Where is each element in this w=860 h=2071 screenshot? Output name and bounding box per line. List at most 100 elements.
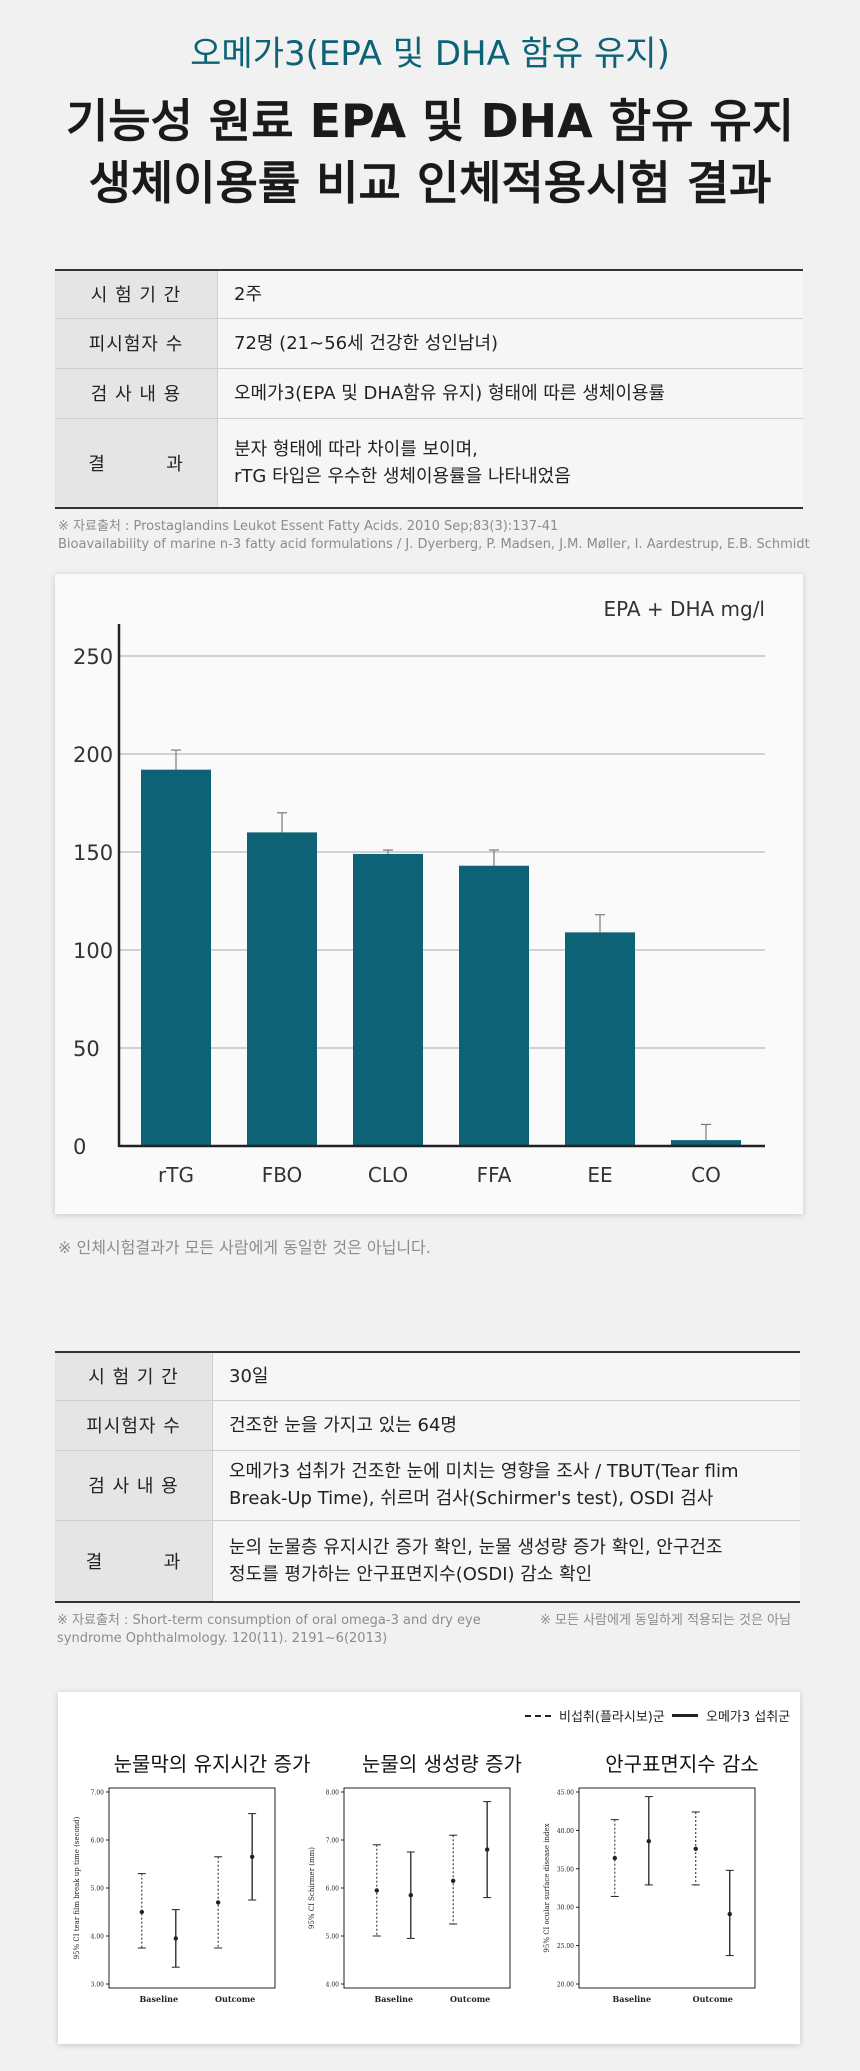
bar-EE: [565, 932, 635, 1146]
table-row: 피시험자 수 건조한 눈을 가지고 있는 64명: [55, 1399, 800, 1450]
x-tick-label: CO: [691, 1163, 721, 1187]
y-tick-label: 45.00: [557, 1790, 574, 1797]
bar-CLO: [353, 853, 423, 1146]
y-tick-label: 6.00: [91, 1838, 105, 1845]
study2-note: ※ 모든 사람에게 동일하게 적용되는 것은 아님: [540, 1613, 791, 1628]
row-value: 72명 (21~56세 건강한 성인남녀): [217, 317, 803, 368]
y-axis-label: 95% CI ocular surface disease index: [543, 1823, 551, 1952]
study2-info-table: 시 험 기 간 30일 피시험자 수 건조한 눈을 가지고 있는 64명 검 사…: [55, 1351, 800, 1603]
bar-CO: [671, 1140, 741, 1146]
x-tick-label: EE: [587, 1163, 612, 1187]
table-row: 결 과 눈의 눈물층 유지시간 증가 확인, 눈물 생성량 증가 확인, 안구건…: [55, 1519, 800, 1602]
y-axis-label: 95% CI Schirmer (mm): [308, 1847, 316, 1929]
bar-chart: EPA + DHA mg/l 0 50 100 150 200 250 rTG FBO CLO FF…: [73, 597, 765, 1187]
y-tick-label: 100: [73, 939, 113, 963]
row-value-line-1: 눈의 눈물층 유지시간 증가 확인, 눈물 생성량 증가 확인, 안구건조: [229, 1536, 723, 1558]
bar-rTG: [141, 769, 211, 1146]
mean-point: [249, 1854, 255, 1859]
legend-label: 비섭취(플라시보)군: [559, 1710, 665, 1725]
solid-line-icon: [672, 1714, 698, 1717]
mean-point: [139, 1909, 144, 1915]
row-label: 피시험자 수: [55, 1399, 213, 1450]
x-tick-label: Baseline: [613, 1994, 652, 2004]
y-tick-label: 4.00: [91, 1934, 105, 1941]
title-line-2: 생체이용률 비교 인체적용시험 결과: [88, 156, 772, 210]
source-line-1: ※ 자료출처 : Prostaglandins Leukot Essent Fa…: [58, 519, 559, 534]
y-tick-label: 7.00: [326, 1838, 340, 1845]
x-tick-label: Outcome: [450, 1994, 490, 2004]
plot-frame: [108, 1787, 276, 1989]
mean-point: [727, 1911, 732, 1917]
mean-point: [408, 1893, 413, 1898]
study2-source: ※ 자료출처 : Short-term consumption of oral …: [57, 1612, 481, 1648]
row-label: 시 험 기 간: [55, 270, 218, 318]
x-tick-label: Baseline: [375, 1994, 414, 2004]
study1-source: ※ 자료출처 : Prostaglandins Leukot Essent Fa…: [58, 518, 810, 554]
eye-charts-card: [58, 1692, 800, 2044]
mini-chart-title-2: 눈물의 생성량 증가: [362, 1752, 522, 1776]
x-tick-label: Outcome: [693, 1994, 733, 2004]
row-value-line-1: 분자 형태에 따라 차이를 보이며,: [234, 438, 478, 460]
x-tick-label: FFA: [477, 1163, 512, 1187]
row-label: 결 과: [55, 417, 218, 508]
y-tick-label: 50: [73, 1037, 100, 1061]
table-row: 결 과 분자 형태에 따라 차이를 보이며, rTG 타입은 우수한 생체이용률…: [55, 417, 803, 508]
row-label: 시 험 기 간: [55, 1352, 213, 1400]
mean-point: [484, 1847, 490, 1852]
mean-point: [612, 1855, 617, 1861]
legend-label: 오메가3 섭취군: [706, 1710, 791, 1725]
table-row: 시 험 기 간 2주: [55, 270, 803, 318]
source-line-2: syndrome Ophthalmology. 120(11). 2191~6(…: [57, 1631, 388, 1646]
y-tick-label: 40.00: [557, 1828, 574, 1835]
y-axis-label: EPA + DHA mg/l: [603, 597, 765, 621]
x-tick-label: Baseline: [140, 1994, 179, 2004]
plot-frame: [343, 1787, 511, 1989]
legend-placebo: 비섭취(플라시보)군: [525, 1706, 665, 1725]
source-line-1: ※ 자료출처 : Short-term consumption of oral …: [57, 1613, 481, 1628]
x-tick-label: Outcome: [215, 1994, 255, 2004]
row-value: 2주: [217, 270, 803, 318]
row-value: 분자 형태에 따라 차이를 보이며, rTG 타입은 우수한 생체이용률을 나타…: [217, 417, 803, 508]
row-value-line-2: rTG 타입은 우수한 생체이용률을 나타내었음: [234, 465, 571, 487]
y-tick-label: 8.00: [326, 1790, 340, 1797]
table-row: 검 사 내 용 오메가3(EPA 및 DHA함유 유지) 형태에 따른 생체이용…: [55, 367, 803, 418]
row-value-line-1: 오메가3 섭취가 건조한 눈에 미치는 영향을 조사 / TBUT(Tear f…: [229, 1461, 739, 1482]
bar-chart-card: EPA + DHA mg/l 0 50 100 150 200 250 rTG FBO CLO FF…: [55, 574, 803, 1214]
row-label: 피시험자 수: [55, 317, 218, 368]
study1-disclaimer: ※ 인체시험결과가 모든 사람에게 동일한 것은 아닙니다.: [58, 1238, 431, 1257]
mini-chart-osdi: 20.00 25.00 30.00 35.00 40.00 45.00 95% CI ocu…: [543, 1787, 756, 2004]
x-tick-label: rTG: [158, 1163, 194, 1187]
bar-FFA: [459, 865, 529, 1146]
title-line-1: 기능성 원료 EPA 및 DHA 함유 유지: [65, 94, 795, 148]
table-row: 검 사 내 용 오메가3 섭취가 건조한 눈에 미치는 영향을 조사 / TBU…: [55, 1449, 800, 1520]
y-tick-label: 6.00: [326, 1886, 340, 1893]
mini-chart-title-3: 안구표면지수 감소: [605, 1752, 759, 1776]
mean-point: [693, 1846, 698, 1852]
row-value: 건조한 눈을 가지고 있는 64명: [212, 1399, 800, 1450]
mean-point: [450, 1878, 456, 1883]
source-line-2: Bioavailability of marine n-3 fatty acid…: [58, 537, 810, 552]
row-value: 눈의 눈물층 유지시간 증가 확인, 눈물 생성량 증가 확인, 안구건조 정도…: [212, 1519, 800, 1602]
row-value: 오메가3(EPA 및 DHA함유 유지) 형태에 따른 생체이용률: [217, 367, 803, 418]
x-tick-label: FBO: [262, 1163, 303, 1187]
plot-frame: [578, 1787, 756, 1989]
page-title: 기능성 원료 EPA 및 DHA 함유 유지 생체이용률 비교 인체적용시험 결…: [0, 90, 860, 214]
bar-FBO: [247, 832, 317, 1146]
y-tick-label: 20.00: [557, 1982, 574, 1989]
legend-omega: 오메가3 섭취군: [672, 1706, 790, 1725]
table-row: 피시험자 수 72명 (21~56세 건강한 성인남녀): [55, 317, 803, 368]
y-tick-label: 5.00: [326, 1934, 340, 1941]
mean-point: [215, 1900, 221, 1905]
y-tick-label: 25.00: [557, 1943, 574, 1950]
mini-chart-title-1: 눈물막의 유지시간 증가: [113, 1752, 311, 1776]
y-tick-label: 5.00: [91, 1886, 105, 1893]
y-tick-label: 4.00: [326, 1982, 340, 1989]
row-label: 검 사 내 용: [55, 367, 218, 418]
x-tick-label: CLO: [368, 1163, 408, 1187]
y-tick-label: 3.00: [91, 1982, 105, 1989]
mini-chart-tbut: 3.00 4.00 5.00 6.00 7.00 95% CI tear film bre…: [73, 1787, 276, 2004]
y-tick-label: 0: [73, 1135, 86, 1159]
mini-chart-schirmer: 4.00 5.00 6.00 7.00 8.00 95% CI Schirmer (mm)…: [308, 1787, 511, 2004]
row-label: 검 사 내 용: [55, 1449, 213, 1520]
y-tick-label: 200: [73, 743, 113, 767]
